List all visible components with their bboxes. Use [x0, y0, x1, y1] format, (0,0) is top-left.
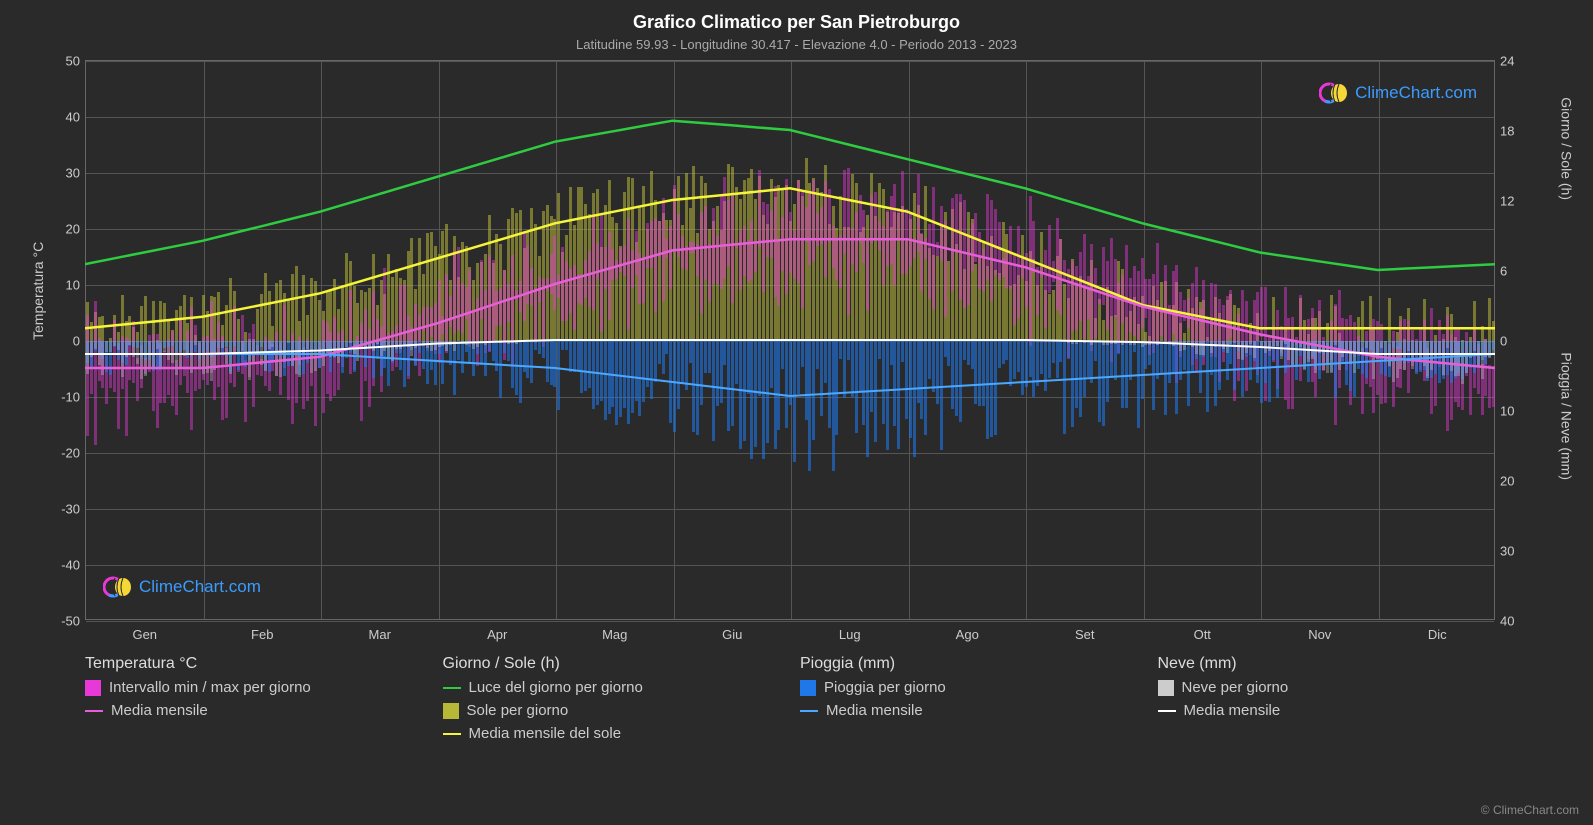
y-left-tick: -10 — [61, 390, 80, 405]
legend-swatch — [800, 680, 816, 696]
brand-logo-bottom: ClimeChart.com — [103, 572, 261, 602]
y-right-bottom-tick: 40 — [1500, 614, 1514, 629]
legend-swatch — [1158, 710, 1176, 712]
legend-title-snow: Neve (mm) — [1158, 655, 1496, 673]
y-right-top-tick: 0 — [1500, 334, 1507, 349]
y-left-tick: -20 — [61, 446, 80, 461]
y-right-bottom-tick: 20 — [1500, 474, 1514, 489]
x-month-tick: Nov — [1308, 627, 1331, 642]
y-left-tick: -40 — [61, 558, 80, 573]
x-month-tick: Feb — [251, 627, 273, 642]
x-month-tick: Ott — [1194, 627, 1211, 642]
x-month-tick: Mag — [602, 627, 627, 642]
y-left-tick: -50 — [61, 614, 80, 629]
legend-title-temp: Temperatura °C — [85, 655, 423, 673]
legend-swatch — [443, 703, 459, 719]
y-left-tick: 40 — [66, 110, 80, 125]
climechart-icon — [1319, 78, 1349, 108]
legend-swatch — [800, 710, 818, 712]
x-month-tick: Set — [1075, 627, 1095, 642]
legend-item: Media mensile del sole — [443, 725, 781, 742]
x-month-tick: Gen — [132, 627, 157, 642]
y-left-tick: 20 — [66, 222, 80, 237]
legend-group-rain: Pioggia (mm) Pioggia per giorno Media men… — [800, 655, 1138, 748]
legend-item: Pioggia per giorno — [800, 679, 1138, 696]
legend-item: Luce del giorno per giorno — [443, 679, 781, 696]
copyright-text: © ClimeChart.com — [1481, 803, 1579, 817]
legend-group-temperature: Temperatura °C Intervallo min / max per … — [85, 655, 423, 748]
legend-label: Media mensile — [826, 702, 923, 719]
legend-swatch — [443, 733, 461, 735]
legend-label: Media mensile — [1184, 702, 1281, 719]
legend-item: Media mensile — [800, 702, 1138, 719]
x-month-tick: Mar — [369, 627, 391, 642]
x-month-tick: Apr — [487, 627, 507, 642]
y-left-tick: 0 — [73, 334, 80, 349]
y-right-top-tick: 24 — [1500, 54, 1514, 69]
legend-group-daylight: Giorno / Sole (h) Luce del giorno per gi… — [443, 655, 781, 748]
brand-text: ClimeChart.com — [1355, 83, 1477, 103]
legend-label: Pioggia per giorno — [824, 679, 946, 696]
x-month-tick: Dic — [1428, 627, 1447, 642]
legend-swatch — [85, 680, 101, 696]
legend-swatch — [85, 710, 103, 712]
y-right-bottom-tick: 10 — [1500, 404, 1514, 419]
y-left-tick: 50 — [66, 54, 80, 69]
y-right-top-tick: 18 — [1500, 124, 1514, 139]
legend-label: Luce del giorno per giorno — [469, 679, 643, 696]
legend-item: Media mensile — [1158, 702, 1496, 719]
legend-item: Intervallo min / max per giorno — [85, 679, 423, 696]
x-month-tick: Ago — [956, 627, 979, 642]
legend-group-snow: Neve (mm) Neve per giorno Media mensile — [1158, 655, 1496, 748]
y-left-tick: 30 — [66, 166, 80, 181]
legend-label: Media mensile del sole — [469, 725, 622, 742]
legend-title-rain: Pioggia (mm) — [800, 655, 1138, 673]
legend-item: Neve per giorno — [1158, 679, 1496, 696]
y-axis-left-title: Temperatura °C — [30, 242, 46, 340]
brand-text: ClimeChart.com — [139, 577, 261, 597]
legend-label: Sole per giorno — [467, 702, 569, 719]
legend-label: Neve per giorno — [1182, 679, 1289, 696]
legend-label: Intervallo min / max per giorno — [109, 679, 311, 696]
legend-swatch — [443, 687, 461, 689]
y-axis-right-bottom-title: Pioggia / Neve (mm) — [1559, 352, 1575, 480]
brand-logo-top: ClimeChart.com — [1319, 78, 1477, 108]
legend-swatch — [1158, 680, 1174, 696]
x-month-tick: Lug — [839, 627, 861, 642]
x-month-tick: Giu — [722, 627, 742, 642]
chart-plot-area: -50-40-30-20-100102030405006121824102030… — [85, 60, 1495, 620]
y-right-top-tick: 6 — [1500, 264, 1507, 279]
chart-subtitle: Latitudine 59.93 - Longitudine 30.417 - … — [0, 33, 1593, 52]
y-right-top-tick: 12 — [1500, 194, 1514, 209]
y-axis-right-top-title: Giorno / Sole (h) — [1559, 97, 1575, 200]
y-left-tick: 10 — [66, 278, 80, 293]
legend-item: Media mensile — [85, 702, 423, 719]
legend-label: Media mensile — [111, 702, 208, 719]
climechart-icon — [103, 572, 133, 602]
y-right-bottom-tick: 30 — [1500, 544, 1514, 559]
y-left-tick: -30 — [61, 502, 80, 517]
legend: Temperatura °C Intervallo min / max per … — [85, 655, 1495, 748]
legend-title-day: Giorno / Sole (h) — [443, 655, 781, 673]
legend-item: Sole per giorno — [443, 702, 781, 719]
chart-title: Grafico Climatico per San Pietroburgo — [0, 0, 1593, 33]
